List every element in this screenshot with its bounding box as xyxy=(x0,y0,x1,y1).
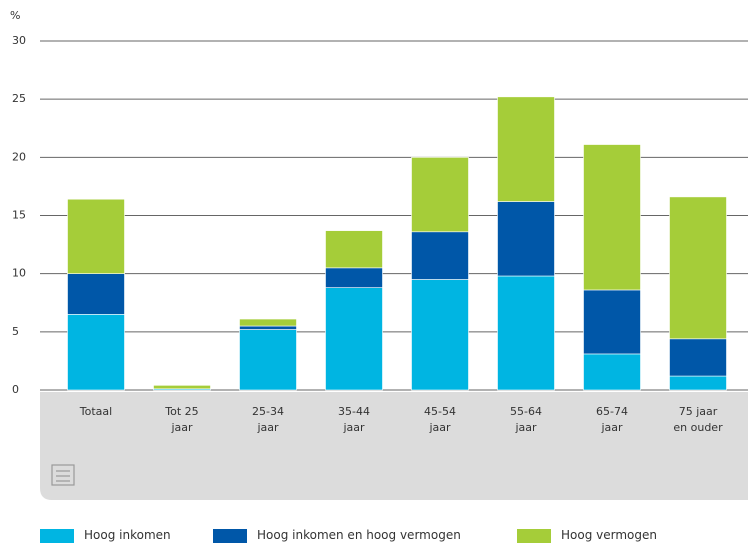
bar-segment xyxy=(411,279,469,391)
x-tick-label: 25-34 jaar xyxy=(252,405,284,434)
legend-label: Hoog inkomen xyxy=(84,528,171,542)
x-tick-label: 55-64 jaar xyxy=(510,405,542,434)
bar-segment xyxy=(239,325,297,330)
bar-segment xyxy=(239,318,297,327)
bar-segment xyxy=(325,287,383,391)
bar-segment xyxy=(669,375,727,391)
legend-swatch xyxy=(40,529,74,543)
legend-swatch xyxy=(213,529,247,543)
x-tick-label: Tot 25 jaar xyxy=(165,405,199,434)
bar-segment xyxy=(67,198,125,274)
icon xyxy=(51,464,75,486)
y-tick-label: 20 xyxy=(12,150,26,163)
bar-segment xyxy=(325,267,383,288)
bar-segment xyxy=(239,329,297,391)
bar-segment xyxy=(669,338,727,377)
y-tick-label: 15 xyxy=(12,209,26,222)
bar-segment xyxy=(583,144,641,291)
axis-panel xyxy=(40,392,748,500)
bar-segment xyxy=(583,289,641,355)
bar-segment xyxy=(497,201,555,277)
x-tick-label: 75 jaar en ouder xyxy=(673,405,723,434)
bar-segment xyxy=(67,314,125,391)
x-tick-label: Totaal xyxy=(79,405,113,418)
y-tick-label: 25 xyxy=(12,92,26,105)
bar-segment xyxy=(497,96,555,202)
bar-segment xyxy=(497,275,555,391)
y-tick-label: 10 xyxy=(12,267,26,280)
bar-segment xyxy=(325,230,383,269)
y-tick-label: 0 xyxy=(12,383,19,396)
x-tick-label: 65-74 jaar xyxy=(596,405,628,434)
y-axis-label: % xyxy=(10,9,20,22)
bar-segment xyxy=(411,157,469,233)
bar-segment xyxy=(153,385,211,390)
bar-segment xyxy=(583,353,641,391)
legend-label: Hoog vermogen xyxy=(561,528,657,542)
y-tick-label: 5 xyxy=(12,325,19,338)
x-tick-label: 35-44 jaar xyxy=(338,405,370,434)
bar-segment xyxy=(669,196,727,340)
bar-segment xyxy=(67,273,125,315)
legend-label: Hoog inkomen en hoog vermogen xyxy=(257,528,461,542)
x-tick-label: 45-54 jaar xyxy=(424,405,456,434)
legend-swatch xyxy=(517,529,551,543)
bar-segment xyxy=(411,231,469,280)
y-tick-label: 30 xyxy=(12,34,26,47)
